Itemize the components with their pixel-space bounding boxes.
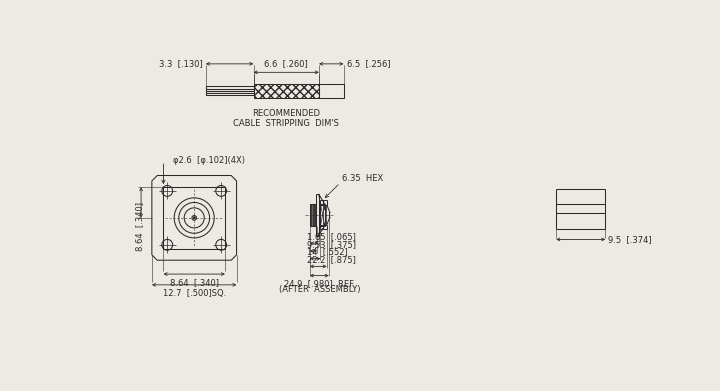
Text: 24.9  [.980]  REF.: 24.9 [.980] REF. xyxy=(284,279,355,288)
Text: 8.64  [.340]: 8.64 [.340] xyxy=(170,278,219,287)
Text: 12.7  [.500]SQ.: 12.7 [.500]SQ. xyxy=(163,289,226,298)
Text: 8.64  [.340]: 8.64 [.340] xyxy=(135,203,144,251)
Text: 9.5  [.374]: 9.5 [.374] xyxy=(608,235,652,244)
Text: 3.3  [.130]: 3.3 [.130] xyxy=(159,59,203,68)
Bar xyxy=(319,84,343,98)
Circle shape xyxy=(193,217,195,219)
Text: 22.2  [.875]: 22.2 [.875] xyxy=(307,255,356,264)
Bar xyxy=(163,187,225,249)
Text: 6.6  [.260]: 6.6 [.260] xyxy=(264,59,307,68)
Text: 9.53  [.375]: 9.53 [.375] xyxy=(307,240,356,249)
Bar xyxy=(206,86,253,95)
Text: RECOMMENDED
CABLE  STRIPPING  DIM'S: RECOMMENDED CABLE STRIPPING DIM'S xyxy=(233,109,339,128)
Text: 6.5  [.256]: 6.5 [.256] xyxy=(346,59,390,68)
Text: φ2.6  [φ.102](4X): φ2.6 [φ.102](4X) xyxy=(174,156,246,165)
Bar xyxy=(323,206,326,224)
Text: 6.35  HEX: 6.35 HEX xyxy=(342,174,383,183)
Text: 14  [.552]: 14 [.552] xyxy=(307,248,348,256)
Text: (AFTER  ASSEMBLY): (AFTER ASSEMBLY) xyxy=(279,285,360,294)
Bar xyxy=(253,84,319,98)
Text: 1.65  [.065]: 1.65 [.065] xyxy=(307,232,356,241)
